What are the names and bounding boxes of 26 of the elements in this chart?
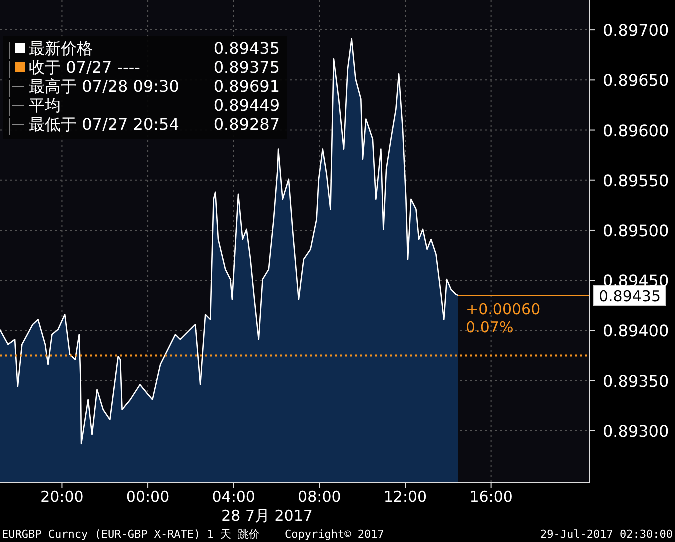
x-axis-title: 28 7月 2017 bbox=[222, 507, 313, 525]
text: EURGBP Curncy (EUR-GBP X-RATE) 1 天 跳价 bbox=[2, 528, 260, 541]
annotation: 0.07% bbox=[466, 318, 514, 337]
x-tick-label: 04:00 bbox=[212, 488, 256, 506]
annotation: +0.00060 bbox=[466, 300, 541, 319]
text: 最高于 07/28 09:30 0.89691 bbox=[29, 77, 280, 96]
x-tick-label: 08:00 bbox=[298, 488, 342, 506]
y-tick-label: 0.89650 bbox=[603, 71, 670, 90]
text: Copyright© 2017 bbox=[285, 528, 384, 541]
text: 最低于 07/27 20:54 0.89287 bbox=[29, 115, 280, 134]
y-tick-label: 0.89500 bbox=[603, 221, 670, 240]
x-tick-label: 20:00 bbox=[40, 488, 84, 506]
y-tick-label: 0.89400 bbox=[603, 322, 670, 341]
x-tick-label: 16:00 bbox=[470, 488, 513, 506]
text: 29-Jul-2017 02:30:00 bbox=[540, 528, 673, 541]
y-tick-label: 0.89350 bbox=[603, 372, 670, 391]
text: 收于 07/27 ---- 0.89375 bbox=[29, 58, 280, 77]
y-tick-label: 0.89600 bbox=[603, 121, 670, 140]
ref-line-label: 0.89435 bbox=[598, 288, 662, 306]
y-tick-label: 0.89700 bbox=[603, 21, 670, 40]
x-tick-label: 00:00 bbox=[126, 488, 170, 506]
text: 最新价格 0.89435 bbox=[29, 39, 280, 58]
y-tick-label: 0.89300 bbox=[603, 422, 670, 441]
x-tick-label: 12:00 bbox=[384, 488, 428, 506]
y-tick-label: 0.89550 bbox=[603, 171, 670, 190]
text: 平均 0.89449 bbox=[29, 96, 280, 115]
